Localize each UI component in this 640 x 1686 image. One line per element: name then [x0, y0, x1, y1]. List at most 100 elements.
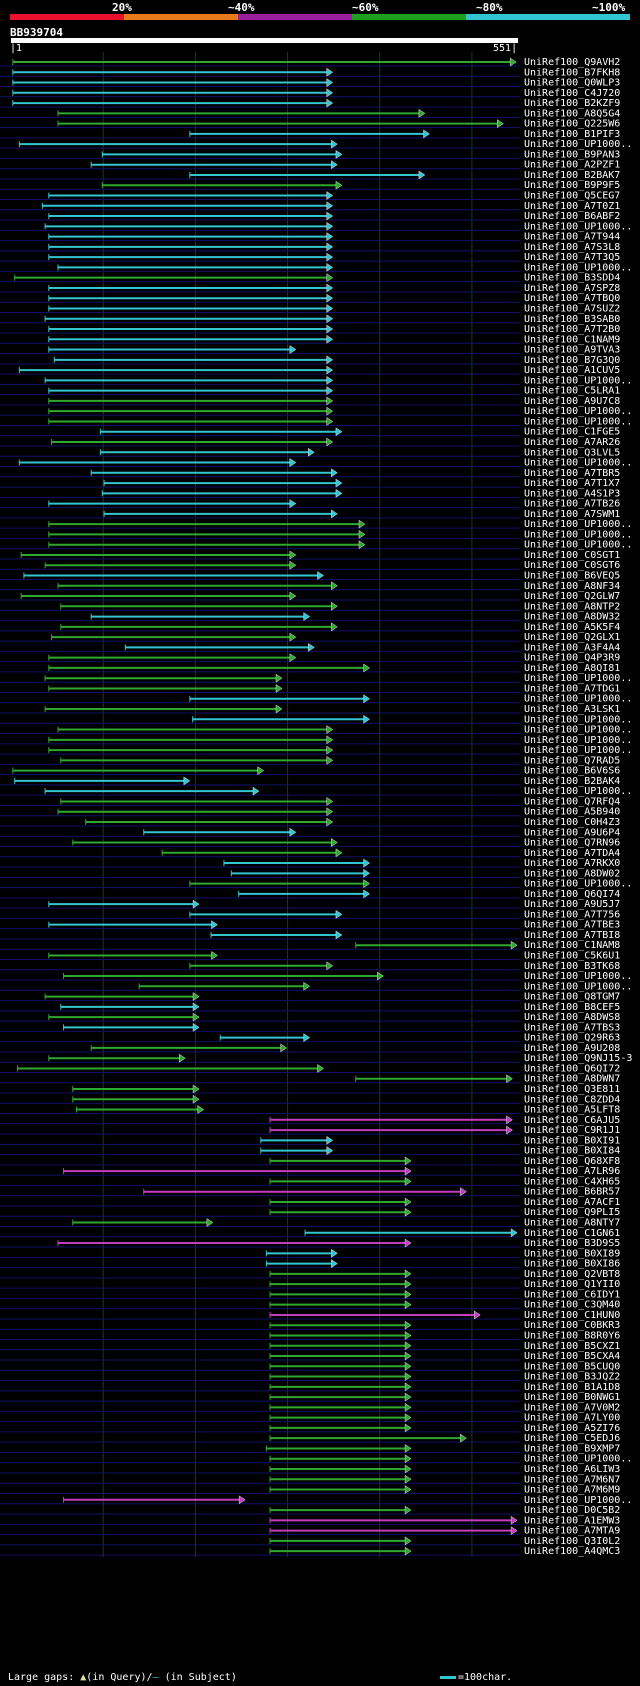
hit-row[interactable]: UniRef100_B0XI84: [0, 1146, 620, 1157]
hit-row[interactable]: UniRef100_A3F4A4: [0, 642, 620, 653]
hit-row[interactable]: UniRef100_UP1000..: [0, 375, 632, 386]
hit-row[interactable]: UniRef100_A6LIW3: [0, 1464, 620, 1475]
hit-row[interactable]: UniRef100_UP1000..: [0, 745, 632, 756]
hit-row[interactable]: UniRef100_A7SPZ8: [0, 283, 620, 294]
hit-row[interactable]: UniRef100_UP1000..: [0, 981, 632, 992]
hit-row[interactable]: UniRef100_A9U5J7: [0, 899, 620, 910]
hit-row[interactable]: UniRef100_B3SAB0: [0, 314, 620, 325]
hit-row[interactable]: UniRef100_B7G3Q0: [0, 355, 620, 366]
hit-row[interactable]: UniRef100_A7T0Z1: [0, 201, 620, 212]
hit-label[interactable]: UniRef100_B3TK68: [524, 961, 620, 972]
hit-label[interactable]: UniRef100_A1EMW3: [524, 1515, 620, 1526]
hit-row[interactable]: UniRef100_A8DWS8: [0, 1012, 620, 1023]
hit-label[interactable]: UniRef100_Q29R63: [524, 1033, 620, 1044]
hit-label[interactable]: UniRef100_C5K6U1: [524, 950, 620, 961]
hit-row[interactable]: UniRef100_C3QM40: [0, 1300, 620, 1311]
hit-label[interactable]: UniRef100_B9PAN3: [524, 149, 620, 160]
hit-label[interactable]: UniRef100_D0C5B2: [524, 1505, 620, 1516]
hit-label[interactable]: UniRef100_UP1000..: [524, 735, 632, 746]
hit-row[interactable]: UniRef100_A7AR26: [0, 437, 620, 448]
hit-row[interactable]: UniRef100_A7TBS3: [0, 1022, 620, 1033]
hit-label[interactable]: UniRef100_Q68XF8: [524, 1156, 620, 1167]
hit-label[interactable]: UniRef100_UP1000..: [524, 725, 632, 736]
hit-label[interactable]: UniRef100_A7TBQ0: [524, 293, 620, 304]
hit-row[interactable]: UniRef100_Q225W6: [0, 119, 620, 130]
hit-row[interactable]: UniRef100_A7TBR5: [0, 468, 620, 479]
hit-label[interactable]: UniRef100_Q2GLX1: [524, 632, 620, 643]
hit-row[interactable]: UniRef100_B1A1D8: [0, 1382, 620, 1393]
hit-row[interactable]: UniRef100_A8NTY7: [0, 1218, 620, 1229]
hit-row[interactable]: UniRef100_B0XI89: [0, 1248, 620, 1259]
hit-label[interactable]: UniRef100_A7LR96: [524, 1166, 620, 1177]
hit-row[interactable]: UniRef100_B3SDD4: [0, 273, 620, 284]
hit-label[interactable]: UniRef100_B6ABF2: [524, 211, 620, 222]
hit-row[interactable]: UniRef100_UP1000..: [0, 416, 632, 427]
hit-label[interactable]: UniRef100_B0XI86: [524, 1259, 620, 1270]
hit-label[interactable]: UniRef100_A7SPZ8: [524, 283, 620, 294]
hit-label[interactable]: UniRef100_A7T1X7: [524, 478, 620, 489]
hit-row[interactable]: UniRef100_Q3E811: [0, 1084, 620, 1095]
hit-row[interactable]: UniRef100_Q68XF8: [0, 1156, 620, 1167]
hit-label[interactable]: UniRef100_A9U208: [524, 1043, 620, 1054]
hit-label[interactable]: UniRef100_UP1000..: [524, 1495, 632, 1506]
hit-label[interactable]: UniRef100_UP1000..: [524, 416, 632, 427]
hit-row[interactable]: UniRef100_A7ACF1: [0, 1197, 620, 1208]
hit-label[interactable]: UniRef100_UP1000..: [524, 375, 632, 386]
hit-label[interactable]: UniRef100_C1FGE5: [524, 427, 620, 438]
hit-row[interactable]: UniRef100_Q7RN96: [0, 838, 620, 849]
hit-row[interactable]: UniRef100_C1HUN0: [0, 1310, 620, 1321]
hit-label[interactable]: UniRef100_C4XH65: [524, 1176, 620, 1187]
hit-label[interactable]: UniRef100_Q3E811: [524, 1084, 620, 1095]
hit-label[interactable]: UniRef100_Q4P3R9: [524, 653, 620, 664]
hit-label[interactable]: UniRef100_C8ZDD4: [524, 1094, 620, 1105]
hit-label[interactable]: UniRef100_A9TVA3: [524, 345, 620, 356]
hit-label[interactable]: UniRef100_UP1000..: [524, 971, 632, 982]
hit-row[interactable]: UniRef100_B6ABF2: [0, 211, 620, 222]
hit-row[interactable]: UniRef100_A7LY00: [0, 1413, 620, 1424]
hit-row[interactable]: UniRef100_A7TB26: [0, 499, 620, 510]
hit-label[interactable]: UniRef100_Q2GLW7: [524, 591, 620, 602]
hit-label[interactable]: UniRef100_A8QI81: [524, 663, 620, 674]
hit-row[interactable]: UniRef100_Q9PLI5: [0, 1207, 620, 1218]
hit-label[interactable]: UniRef100_A5ZI76: [524, 1423, 620, 1434]
hit-label[interactable]: UniRef100_B2KZF9: [524, 98, 620, 109]
hit-row[interactable]: UniRef100_A7T1X7: [0, 478, 620, 489]
hit-label[interactable]: UniRef100_B8CEF5: [524, 1002, 620, 1013]
hit-label[interactable]: UniRef100_C6IDY1: [524, 1289, 620, 1300]
hit-label[interactable]: UniRef100_B2BAK4: [524, 776, 620, 787]
hit-label[interactable]: UniRef100_UP1000..: [524, 1454, 632, 1465]
hit-row[interactable]: UniRef100_A4QMC3: [0, 1546, 620, 1557]
hit-label[interactable]: UniRef100_C3QM40: [524, 1300, 620, 1311]
hit-row[interactable]: UniRef100_C0SGT6: [0, 560, 620, 571]
hit-row[interactable]: UniRef100_Q0WLP3: [0, 78, 620, 89]
hit-row[interactable]: UniRef100_C0SGT1: [0, 550, 620, 561]
hit-row[interactable]: UniRef100_B1PIF3: [0, 129, 620, 140]
hit-label[interactable]: UniRef100_A8DW02: [524, 868, 620, 879]
hit-row[interactable]: UniRef100_A5K5F4: [0, 622, 620, 633]
hit-label[interactable]: UniRef100_B6V6S6: [524, 766, 620, 777]
hit-label[interactable]: UniRef100_UP1000..: [524, 540, 632, 551]
hit-row[interactable]: UniRef100_A7V0M2: [0, 1402, 620, 1413]
hit-row[interactable]: UniRef100_B0XI86: [0, 1259, 620, 1270]
hit-row[interactable]: UniRef100_B9PAN3: [0, 149, 620, 160]
hit-label[interactable]: UniRef100_A3F4A4: [524, 642, 620, 653]
hit-row[interactable]: UniRef100_UP1000..: [0, 519, 632, 530]
hit-label[interactable]: UniRef100_A4S1P3: [524, 488, 620, 499]
hit-label[interactable]: UniRef100_C0BKR3: [524, 1320, 620, 1331]
hit-label[interactable]: UniRef100_B9XMP7: [524, 1443, 620, 1454]
hit-row[interactable]: UniRef100_C8ZDD4: [0, 1094, 620, 1105]
hit-row[interactable]: UniRef100_A7LR96: [0, 1166, 620, 1177]
hit-label[interactable]: UniRef100_B5CXA4: [524, 1351, 620, 1362]
hit-row[interactable]: UniRef100_A2PZF1: [0, 160, 620, 171]
hit-label[interactable]: UniRef100_C0SGT1: [524, 550, 620, 561]
hit-label[interactable]: UniRef100_B3SDD4: [524, 273, 620, 284]
hit-label[interactable]: UniRef100_C1GN61: [524, 1228, 620, 1239]
hit-row[interactable]: UniRef100_B5CUQ0: [0, 1361, 620, 1372]
hit-row[interactable]: UniRef100_Q7RAD5: [0, 755, 620, 766]
hit-label[interactable]: UniRef100_A7TB26: [524, 499, 620, 510]
hit-label[interactable]: UniRef100_A7T3Q5: [524, 252, 620, 263]
hit-label[interactable]: UniRef100_Q9PLI5: [524, 1207, 620, 1218]
hit-label[interactable]: UniRef100_A7ACF1: [524, 1197, 620, 1208]
hit-label[interactable]: UniRef100_A7RKX0: [524, 858, 620, 869]
hit-row[interactable]: UniRef100_A7TDA4: [0, 848, 620, 859]
